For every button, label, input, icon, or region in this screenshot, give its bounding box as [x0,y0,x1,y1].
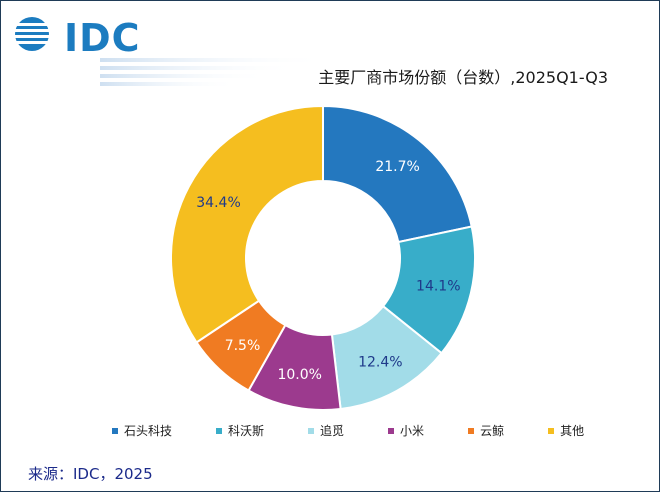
idc-logo: IDC [12,14,140,60]
legend-swatch [216,427,223,434]
legend-item-3: 追觅 [308,422,344,439]
logo-text: IDC [64,16,141,60]
slice-label-2: 14.1% [416,278,460,294]
legend-label: 其他 [560,424,585,438]
legend-label: 科沃斯 [228,424,265,438]
source-note: 来源：IDC，2025 [28,465,153,483]
legend-swatch [388,427,395,434]
donut-chart: 21.7% 14.1% 12.4% 10.0% 7.5% 34.4% [170,104,476,411]
slice-label-3: 12.4% [358,355,402,371]
legend-swatch [548,427,555,434]
legend-swatch [308,427,315,434]
donut-slice-6 [170,104,324,344]
slice-label-4: 10.0% [277,367,321,383]
chart-legend: 石头科技 科沃斯 追觅 小米 云鲸 其他 [112,422,584,439]
legend-label: 追觅 [320,424,345,438]
slice-label-6: 34.4% [196,195,240,211]
legend-swatch [112,427,118,434]
light-beam-decoration [100,58,330,86]
legend-item-6: 其他 [548,422,584,439]
legend-item-2: 科沃斯 [216,422,264,439]
legend-label: 云鲸 [480,424,505,438]
legend-label: 小米 [400,424,425,438]
legend-item-1: 石头科技 [112,422,172,439]
legend-item-4: 小米 [388,422,424,439]
slice-label-5: 7.5% [225,338,261,354]
globe-icon [14,17,50,51]
legend-swatch [468,427,475,434]
legend-item-5: 云鲸 [468,422,504,439]
slice-label-1: 21.7% [375,159,419,175]
legend-label: 石头科技 [124,424,173,438]
chart-title: 主要厂商市场份额（台数）,2025Q1-Q3 [318,68,608,87]
donut-slice-1 [322,104,473,244]
